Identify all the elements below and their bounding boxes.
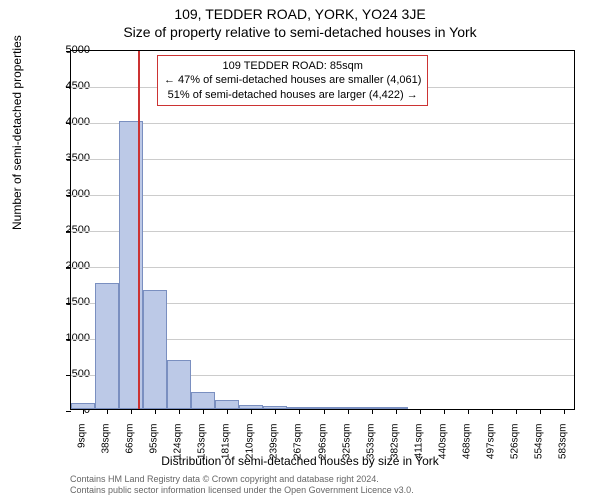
xtick-label: 411sqm (413, 424, 424, 468)
annotation-line: 109 TEDDER ROAD: 85sqm (164, 59, 421, 73)
histogram-bar (215, 400, 239, 409)
footer-line-2: Contains public sector information licen… (70, 485, 414, 496)
gridline (71, 267, 574, 268)
histogram-bar (360, 407, 384, 409)
xtick-mark (275, 409, 276, 414)
gridline (71, 231, 574, 232)
property-marker-line (138, 51, 140, 409)
xtick-label: 66sqm (125, 424, 136, 468)
xtick-label: 296sqm (317, 424, 328, 468)
chart-title-sub: Size of property relative to semi-detach… (0, 22, 600, 40)
xtick-mark (564, 409, 565, 414)
gridline (71, 195, 574, 196)
xtick-mark (492, 409, 493, 414)
xtick-label: 325sqm (341, 424, 352, 468)
xtick-label: 382sqm (389, 424, 400, 468)
histogram-bar (263, 406, 287, 409)
ytick-label: 4500 (50, 80, 90, 92)
histogram-bar (239, 405, 263, 409)
y-axis-label: Number of semi-detached properties (10, 35, 24, 230)
xtick-mark (444, 409, 445, 414)
histogram-bar (287, 407, 311, 409)
xtick-label: 267sqm (293, 424, 304, 468)
chart-container: 109, TEDDER ROAD, YORK, YO24 3JE Size of… (0, 0, 600, 500)
xtick-mark (227, 409, 228, 414)
xtick-mark (540, 409, 541, 414)
xtick-mark (155, 409, 156, 414)
footer-line-1: Contains HM Land Registry data © Crown c… (70, 474, 414, 485)
xtick-mark (131, 409, 132, 414)
ytick-label: 2500 (50, 224, 90, 236)
histogram-bar (71, 403, 95, 409)
xtick-mark (179, 409, 180, 414)
xtick-label: 38sqm (101, 424, 112, 468)
xtick-label: 153sqm (197, 424, 208, 468)
xtick-label: 583sqm (557, 424, 568, 468)
xtick-label: 95sqm (149, 424, 160, 468)
xtick-mark (324, 409, 325, 414)
xtick-label: 526sqm (509, 424, 520, 468)
xtick-label: 497sqm (485, 424, 496, 468)
xtick-label: 239sqm (269, 424, 280, 468)
ytick-label: 1000 (50, 332, 90, 344)
histogram-bar (143, 290, 167, 409)
histogram-bar (311, 407, 335, 409)
histogram-bar (167, 360, 191, 409)
histogram-bar (95, 283, 119, 409)
ytick-label: 3500 (50, 152, 90, 164)
footer-attribution: Contains HM Land Registry data © Crown c… (70, 474, 414, 496)
xtick-label: 210sqm (245, 424, 256, 468)
ytick-label: 2000 (50, 260, 90, 272)
ytick-label: 3000 (50, 188, 90, 200)
xtick-label: 468sqm (461, 424, 472, 468)
xtick-mark (251, 409, 252, 414)
xtick-mark (420, 409, 421, 414)
plot-area: 109 TEDDER ROAD: 85sqm← 47% of semi-deta… (70, 50, 575, 410)
xtick-mark (372, 409, 373, 414)
gridline (71, 159, 574, 160)
xtick-label: 181sqm (221, 424, 232, 468)
xtick-mark (107, 409, 108, 414)
ytick-label: 5000 (50, 44, 90, 56)
histogram-bar (384, 407, 408, 409)
gridline (71, 123, 574, 124)
xtick-mark (299, 409, 300, 414)
xtick-label: 124sqm (173, 424, 184, 468)
xtick-mark (468, 409, 469, 414)
xtick-label: 440sqm (437, 424, 448, 468)
plot-box: 109 TEDDER ROAD: 85sqm← 47% of semi-deta… (70, 50, 575, 410)
ytick-label: 4000 (50, 116, 90, 128)
xtick-label: 353sqm (365, 424, 376, 468)
xtick-mark (203, 409, 204, 414)
xtick-label: 9sqm (77, 424, 88, 468)
xtick-mark (348, 409, 349, 414)
xtick-mark (396, 409, 397, 414)
ytick-label: 500 (50, 368, 90, 380)
xtick-label: 554sqm (533, 424, 544, 468)
annotation-box: 109 TEDDER ROAD: 85sqm← 47% of semi-deta… (157, 55, 428, 106)
histogram-bar (336, 407, 360, 409)
chart-title-address: 109, TEDDER ROAD, YORK, YO24 3JE (0, 0, 600, 22)
xtick-mark (516, 409, 517, 414)
ytick-label: 1500 (50, 296, 90, 308)
annotation-line: ← 47% of semi-detached houses are smalle… (164, 73, 421, 87)
annotation-line: 51% of semi-detached houses are larger (… (164, 88, 421, 102)
histogram-bar (191, 392, 215, 409)
